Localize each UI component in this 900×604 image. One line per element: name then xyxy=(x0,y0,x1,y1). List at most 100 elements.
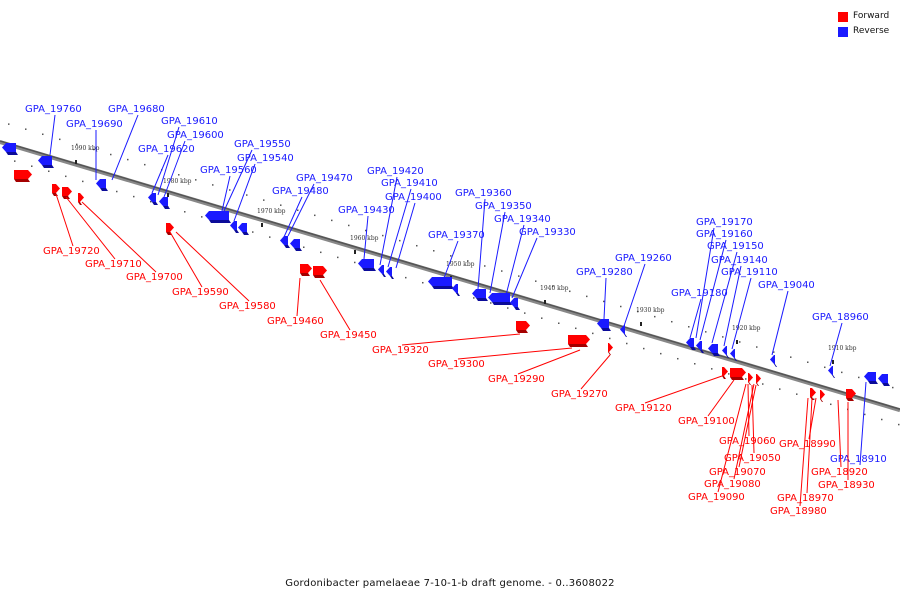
track-dot xyxy=(76,143,78,146)
forward-gene-leader xyxy=(65,196,116,260)
forward-gene-block xyxy=(14,170,32,182)
reverse-gene-block xyxy=(280,236,290,248)
reverse-gene-label: GPA_19330 xyxy=(519,227,576,238)
track-dot xyxy=(25,128,27,130)
reverse-gene-label: GPA_19170 xyxy=(696,217,753,228)
track-dot xyxy=(790,356,792,358)
track-dot xyxy=(31,165,33,167)
track-dot xyxy=(320,251,322,254)
reverse-gene-leader xyxy=(283,196,303,238)
track-dot xyxy=(184,211,186,213)
kbp-tick-mark xyxy=(354,250,356,254)
genome-caption: Gordonibacter pamelaeae 7-10-1-b draft g… xyxy=(285,578,615,589)
reverse-gene-block xyxy=(770,355,777,367)
reverse-gene-label: GPA_18960 xyxy=(812,312,869,323)
reverse-gene-label: GPA_19150 xyxy=(707,241,764,252)
track-dot xyxy=(620,305,622,308)
track-dot xyxy=(337,256,339,259)
track-dot xyxy=(569,290,571,293)
forward-gene-label: GPA_19300 xyxy=(428,359,485,370)
reverse-gene-block xyxy=(708,344,720,356)
reverse-gene-label: GPA_19420 xyxy=(367,166,424,177)
track-dot xyxy=(303,246,305,249)
legend-reverse-label: Reverse xyxy=(853,26,890,36)
track-dot xyxy=(8,123,10,125)
reverse-gene-block xyxy=(597,319,611,331)
forward-gene-leader xyxy=(457,347,573,360)
forward-swatch xyxy=(838,11,848,22)
kbp-tick-label: 1990 kbp xyxy=(71,145,100,152)
forward-gene-leader xyxy=(707,379,735,417)
forward-gene-label: GPA_19720 xyxy=(43,246,100,257)
forward-gene-leader xyxy=(175,231,250,302)
reverse-gene-leader xyxy=(623,263,646,327)
track-dot xyxy=(796,393,798,395)
kbp-tick-label: 1970 kbp xyxy=(257,208,286,215)
reverse-gene-block xyxy=(428,277,454,289)
forward-gene-block xyxy=(166,223,174,235)
track-dot xyxy=(297,209,299,212)
reverse-gene-label: GPA_19110 xyxy=(721,267,778,278)
forward-gene-block xyxy=(52,184,60,196)
forward-gene-label: GPA_18930 xyxy=(818,480,875,491)
track-dot xyxy=(93,148,95,151)
track-dot xyxy=(603,300,605,303)
forward-gene-label: GPA_19060 xyxy=(719,436,776,447)
reverse-gene-label: GPA_19400 xyxy=(385,192,442,203)
forward-gene-block xyxy=(516,321,530,333)
reverse-gene-leader xyxy=(699,239,727,341)
reverse-gene-leader xyxy=(477,198,486,290)
reverse-swatch xyxy=(838,26,848,37)
track-dot xyxy=(507,307,509,309)
forward-gene-leader xyxy=(580,354,611,390)
reverse-gene-leader xyxy=(287,183,315,237)
forward-gene-label: GPA_19100 xyxy=(678,416,735,427)
forward-gene-leader xyxy=(517,349,581,375)
track-dot xyxy=(722,336,724,338)
forward-gene-label: GPA_19450 xyxy=(320,330,377,341)
track-dot xyxy=(269,236,271,238)
forward-gene-label: GPA_18920 xyxy=(811,467,868,478)
reverse-gene-block xyxy=(722,346,729,358)
track-dot xyxy=(609,337,611,340)
forward-gene-label: GPA_19290 xyxy=(488,374,545,385)
track-dot xyxy=(535,280,537,282)
kbp-tick-label: 1950 kbp xyxy=(446,261,475,268)
track-dot xyxy=(484,265,486,267)
reverse-gene-label: GPA_19180 xyxy=(671,288,728,299)
reverse-gene-leader xyxy=(505,224,525,296)
track-dot xyxy=(263,199,265,201)
track-dot xyxy=(382,234,384,237)
track-dot xyxy=(14,160,16,162)
track-dot xyxy=(144,163,146,166)
forward-gene-block xyxy=(313,266,327,278)
kbp-tick-mark xyxy=(167,193,169,197)
kbp-tick-mark xyxy=(544,300,546,304)
forward-gene-leader xyxy=(751,384,755,454)
forward-gene-leader xyxy=(296,277,301,317)
reverse-gene-leader xyxy=(695,227,715,339)
forward-gene-label: GPA_19580 xyxy=(219,301,276,312)
reverse-gene-block xyxy=(730,349,737,361)
track-dot xyxy=(575,327,577,330)
track-dot xyxy=(541,317,543,319)
forward-gene-leader xyxy=(169,231,203,288)
track-dot xyxy=(331,219,333,222)
forward-gene-block xyxy=(300,264,312,276)
reverse-gene-block xyxy=(488,293,512,305)
forward-gene-block xyxy=(722,367,728,379)
kbp-tick-label: 1920 kbp xyxy=(732,325,761,332)
reverse-gene-block xyxy=(386,267,394,279)
reverse-gene-block xyxy=(510,298,520,310)
reverse-gene-label: GPA_19160 xyxy=(696,229,753,240)
reverse-gene-label: GPA_19140 xyxy=(711,255,768,266)
track-dot xyxy=(246,194,248,196)
track-dot xyxy=(433,250,435,252)
legend: Forward Reverse xyxy=(838,9,889,39)
reverse-gene-leader xyxy=(723,265,742,347)
track-dot xyxy=(858,376,860,379)
kbp-tick-label: 1910 kbp xyxy=(828,345,857,352)
track-dot xyxy=(422,281,424,284)
track-dot xyxy=(450,255,452,257)
reverse-gene-label: GPA_19550 xyxy=(234,139,291,150)
